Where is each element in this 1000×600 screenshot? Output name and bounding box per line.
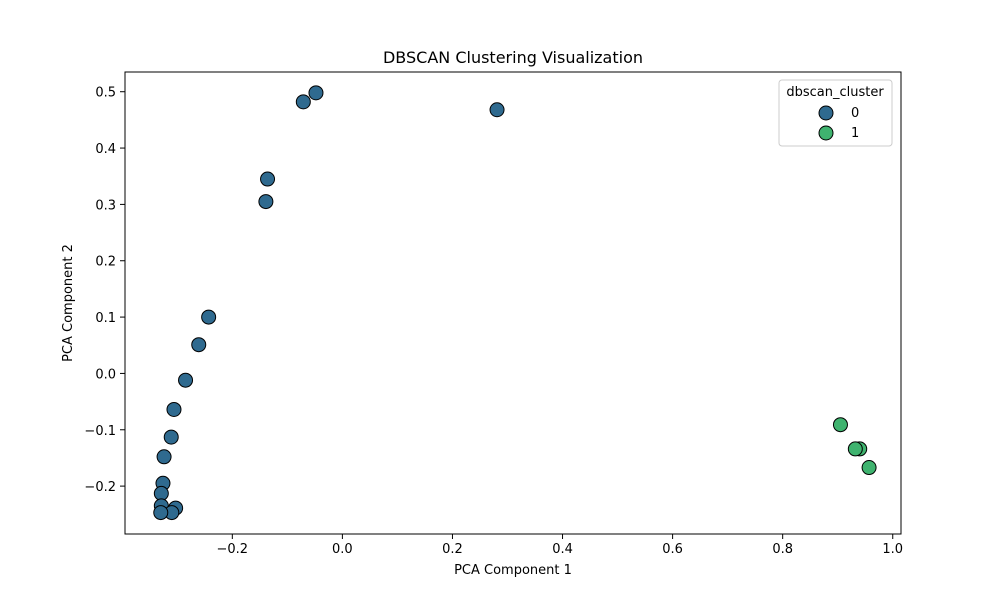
x-tick-label: 0.4 (552, 542, 573, 557)
y-tick-label: 0.3 (95, 198, 116, 213)
data-point-cluster-0 (153, 505, 169, 521)
y-tick-label: 0.2 (95, 255, 116, 270)
x-tick-label: 1.0 (882, 542, 903, 557)
data-point-cluster-0 (295, 94, 311, 110)
data-point-cluster-0 (201, 309, 217, 325)
chart-title: DBSCAN Clustering Visualization (383, 48, 643, 67)
plot-frame (124, 71, 902, 535)
legend-label-cluster-0: 0 (851, 106, 859, 121)
y-tick-label: −0.2 (84, 480, 116, 495)
data-point-cluster-0 (258, 194, 274, 210)
data-point-cluster-0 (156, 449, 172, 465)
legend-title: dbscan_cluster (786, 85, 884, 100)
axis-ticks: −0.2 0.0 0.2 0.4 0.6 0.8 1.0 −0.2 −0.1 0.0 0.1 0.2 0… (84, 86, 903, 557)
y-tick-label: 0.1 (95, 311, 116, 326)
y-tick-label: 0.0 (95, 367, 116, 382)
data-point-cluster-1 (861, 460, 877, 476)
data-point-cluster-0 (489, 102, 505, 118)
legend: dbscan_cluster 0 1 (778, 79, 893, 147)
data-point-cluster-0 (163, 429, 179, 445)
x-tick-label: 0.0 (332, 542, 353, 557)
data-point-cluster-0 (191, 337, 207, 353)
y-tick-label: −0.1 (84, 424, 116, 439)
data-point-cluster-0 (308, 85, 324, 101)
legend-marker-cluster-1 (818, 125, 834, 141)
legend-marker-cluster-0 (818, 105, 834, 121)
data-point-cluster-0 (178, 372, 194, 388)
x-tick-label: −0.2 (217, 542, 249, 557)
data-point-cluster-1 (847, 441, 863, 457)
x-tick-label: 0.6 (662, 542, 683, 557)
x-tick-label: 0.8 (772, 542, 793, 557)
y-axis-label: PCA Component 2 (61, 244, 76, 362)
legend-label-cluster-1: 1 (851, 126, 859, 141)
data-point-cluster-1 (832, 417, 848, 433)
data-points (153, 85, 877, 521)
y-tick-label: 0.5 (95, 86, 116, 101)
x-axis-label: PCA Component 1 (454, 563, 572, 578)
legend-box (778, 79, 893, 147)
y-tick-label: 0.4 (95, 142, 116, 157)
data-point-cluster-0 (166, 401, 182, 417)
x-tick-label: 0.2 (442, 542, 463, 557)
data-point-cluster-0 (260, 171, 276, 187)
